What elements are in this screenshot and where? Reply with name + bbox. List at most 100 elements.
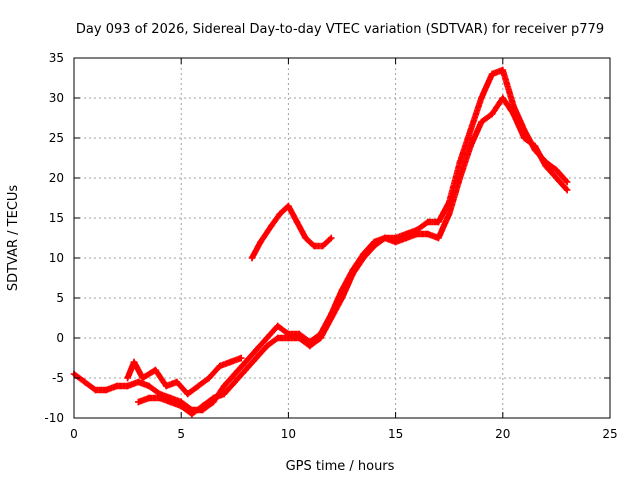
data-point — [248, 254, 256, 262]
data-point — [467, 126, 474, 134]
data-point — [238, 354, 245, 362]
data-point — [413, 230, 421, 238]
data-point — [253, 354, 260, 362]
data-point — [488, 70, 496, 78]
data-point — [242, 366, 249, 374]
data-point — [257, 238, 264, 246]
data-point — [499, 66, 506, 74]
data-point — [302, 234, 309, 242]
data-point — [152, 366, 159, 374]
data-point — [199, 402, 206, 410]
data-point — [381, 234, 389, 242]
y-tick-label: 0 — [56, 331, 64, 345]
grid-lines — [74, 58, 610, 418]
data-point — [499, 94, 506, 102]
y-tick-label: 30 — [49, 91, 64, 105]
data-point — [456, 158, 464, 166]
data-point — [338, 294, 346, 302]
data-point — [216, 362, 223, 370]
data-point — [295, 334, 303, 342]
data-point — [285, 202, 292, 210]
data-point — [220, 382, 228, 390]
data-point — [424, 230, 431, 238]
data-point — [435, 218, 442, 226]
axis-ticks — [73, 57, 611, 419]
data-point — [268, 222, 275, 230]
x-tick-label: 25 — [602, 427, 617, 441]
data-point — [274, 322, 281, 330]
data-point — [167, 398, 174, 406]
data-point — [531, 142, 539, 150]
data-point — [276, 210, 284, 218]
data-point — [188, 410, 196, 418]
y-tick-label: -10 — [44, 411, 64, 425]
x-tick-label: 5 — [177, 427, 185, 441]
x-tick-label: 0 — [70, 427, 78, 441]
data-point — [553, 166, 560, 174]
data-point — [456, 174, 464, 182]
data-point — [435, 234, 442, 242]
data-point — [328, 234, 335, 242]
data-point — [370, 242, 378, 250]
data-point — [467, 142, 474, 150]
series-markers-upper-track — [248, 202, 335, 262]
y-tick-label: 20 — [49, 171, 64, 185]
data-point — [184, 390, 191, 398]
data-point — [139, 374, 146, 382]
plot-frame — [73, 57, 611, 419]
data-point — [446, 210, 453, 218]
data-point — [145, 394, 153, 402]
data-point — [563, 186, 571, 194]
series-main-track — [70, 66, 571, 414]
data-point — [205, 374, 213, 382]
series-markers-offset-track — [135, 94, 571, 418]
x-tick-label: 10 — [281, 427, 296, 441]
data-point — [135, 398, 142, 406]
data-point — [135, 378, 142, 386]
data-point — [293, 218, 301, 226]
series-early-track — [124, 354, 245, 398]
data-point — [274, 334, 281, 342]
data-point — [113, 382, 121, 390]
data-point — [403, 234, 410, 242]
series-upper-track — [248, 202, 335, 262]
data-point — [488, 110, 496, 118]
y-axis-title: SDTVAR / TECUs — [6, 185, 21, 292]
y-tick-label: 5 — [56, 291, 64, 305]
data-point — [310, 242, 318, 250]
data-point — [231, 378, 238, 386]
data-point — [92, 386, 99, 394]
data-point — [510, 110, 517, 118]
data-point — [102, 386, 110, 394]
data-point — [145, 382, 153, 390]
data-point — [81, 378, 88, 386]
data-point — [478, 118, 485, 126]
data-point — [195, 382, 202, 390]
data-point — [424, 218, 431, 226]
data-point — [231, 370, 238, 378]
data-point — [306, 342, 314, 350]
data-point — [220, 390, 228, 398]
series-markers-main-track — [70, 66, 571, 414]
data-point — [253, 346, 260, 354]
data-point — [242, 358, 249, 366]
data-point — [210, 394, 217, 402]
x-tick-label: 20 — [495, 427, 510, 441]
data-point — [227, 358, 234, 366]
data-point — [156, 394, 163, 402]
data-point — [319, 242, 326, 250]
data-point — [349, 270, 356, 278]
data-point — [360, 254, 367, 262]
data-point — [392, 238, 399, 246]
data-point — [130, 358, 138, 366]
data-point — [162, 382, 170, 390]
data-point — [263, 334, 271, 342]
data-point — [521, 134, 528, 142]
data-point — [317, 334, 324, 342]
data-series — [70, 66, 571, 418]
data-point — [173, 378, 181, 386]
data-point — [124, 382, 131, 390]
x-tick-label: 15 — [388, 427, 403, 441]
data-point — [124, 374, 131, 382]
